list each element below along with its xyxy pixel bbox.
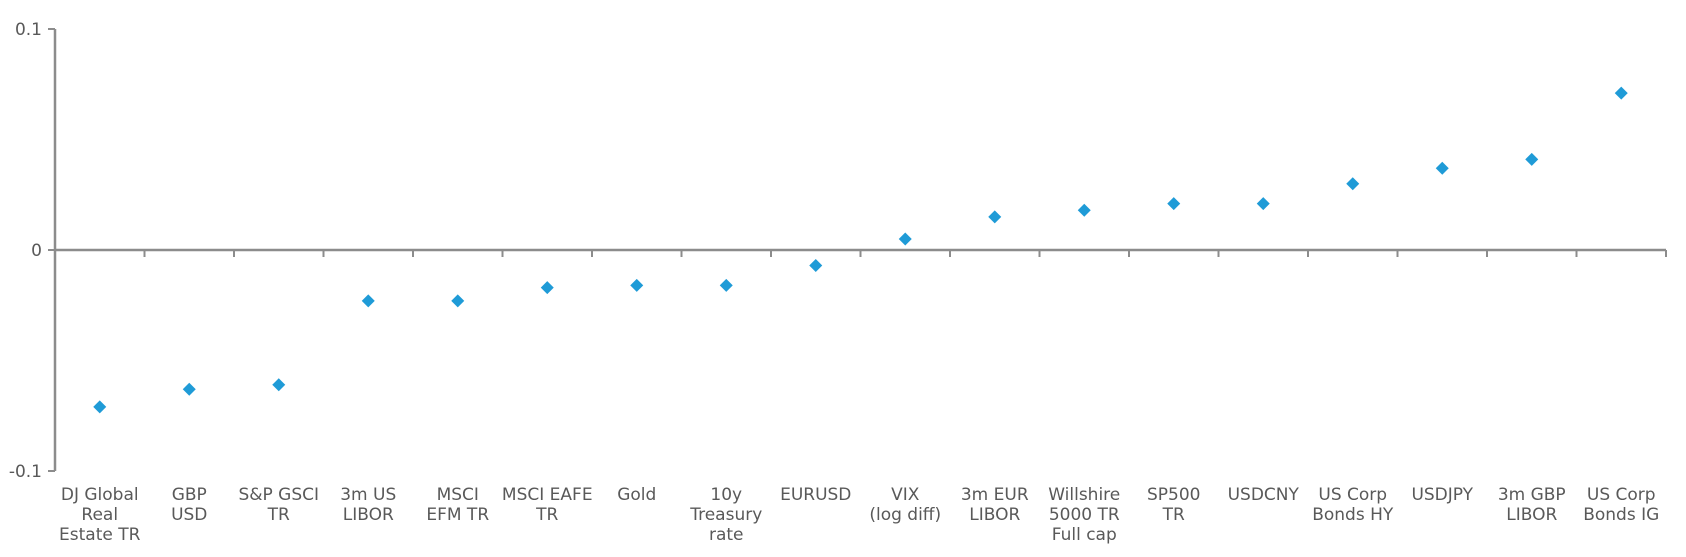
- x-category-label: 3m EUR LIBOR: [961, 485, 1029, 525]
- x-category-label: SP500 TR: [1147, 485, 1201, 525]
- x-category-label: USDCNY: [1228, 485, 1300, 505]
- data-point: [1525, 152, 1539, 166]
- data-point: [1167, 197, 1181, 211]
- x-category-label: MSCI EFM TR: [426, 485, 489, 525]
- x-category-label: Gold: [617, 485, 656, 505]
- data-point: [719, 278, 733, 292]
- x-category-label: 3m GBP LIBOR: [1498, 485, 1566, 525]
- data-point: [182, 382, 196, 396]
- data-point: [809, 258, 823, 272]
- x-category-label: US Corp Bonds IG: [1583, 485, 1659, 525]
- y-tick-label: 0: [31, 241, 42, 261]
- x-category-label: DJ Global Real Estate TR: [59, 485, 141, 545]
- data-point: [898, 232, 912, 246]
- data-point: [540, 281, 554, 295]
- x-category-label: EURUSD: [780, 485, 851, 505]
- data-point: [93, 400, 107, 414]
- x-category-label: MSCI EAFE TR: [502, 485, 593, 525]
- y-axis: 0.1 0 -0.1: [9, 20, 57, 482]
- data-point: [272, 378, 286, 392]
- y-tick-label: 0.1: [15, 20, 42, 40]
- data-point: [451, 294, 465, 308]
- y-tick-label: -0.1: [9, 462, 42, 482]
- x-category-label: S&P GSCI TR: [238, 485, 319, 525]
- data-point: [1614, 86, 1628, 100]
- x-category-label: 3m US LIBOR: [340, 485, 396, 525]
- data-point: [630, 278, 644, 292]
- data-point: [1346, 177, 1360, 191]
- category-labels: DJ Global Real Estate TR GBP USD S&P GSCI TR 3m…: [59, 485, 1659, 545]
- x-category-label: 10y Treasury rate: [689, 485, 762, 545]
- data-points: [93, 86, 1628, 414]
- x-category-label: Willshire 5000 TR Full cap: [1048, 485, 1120, 545]
- x-axis: [55, 248, 1667, 257]
- x-category-label: GBP USD: [171, 485, 207, 525]
- x-category-label: US Corp Bonds HY: [1312, 485, 1394, 525]
- data-point: [1256, 197, 1270, 211]
- data-point: [1077, 203, 1091, 217]
- data-point: [988, 210, 1002, 224]
- data-point: [361, 294, 375, 308]
- x-category-label: VIX (log diff): [869, 485, 941, 525]
- data-point: [1435, 161, 1449, 175]
- x-category-label: USDJPY: [1411, 485, 1473, 505]
